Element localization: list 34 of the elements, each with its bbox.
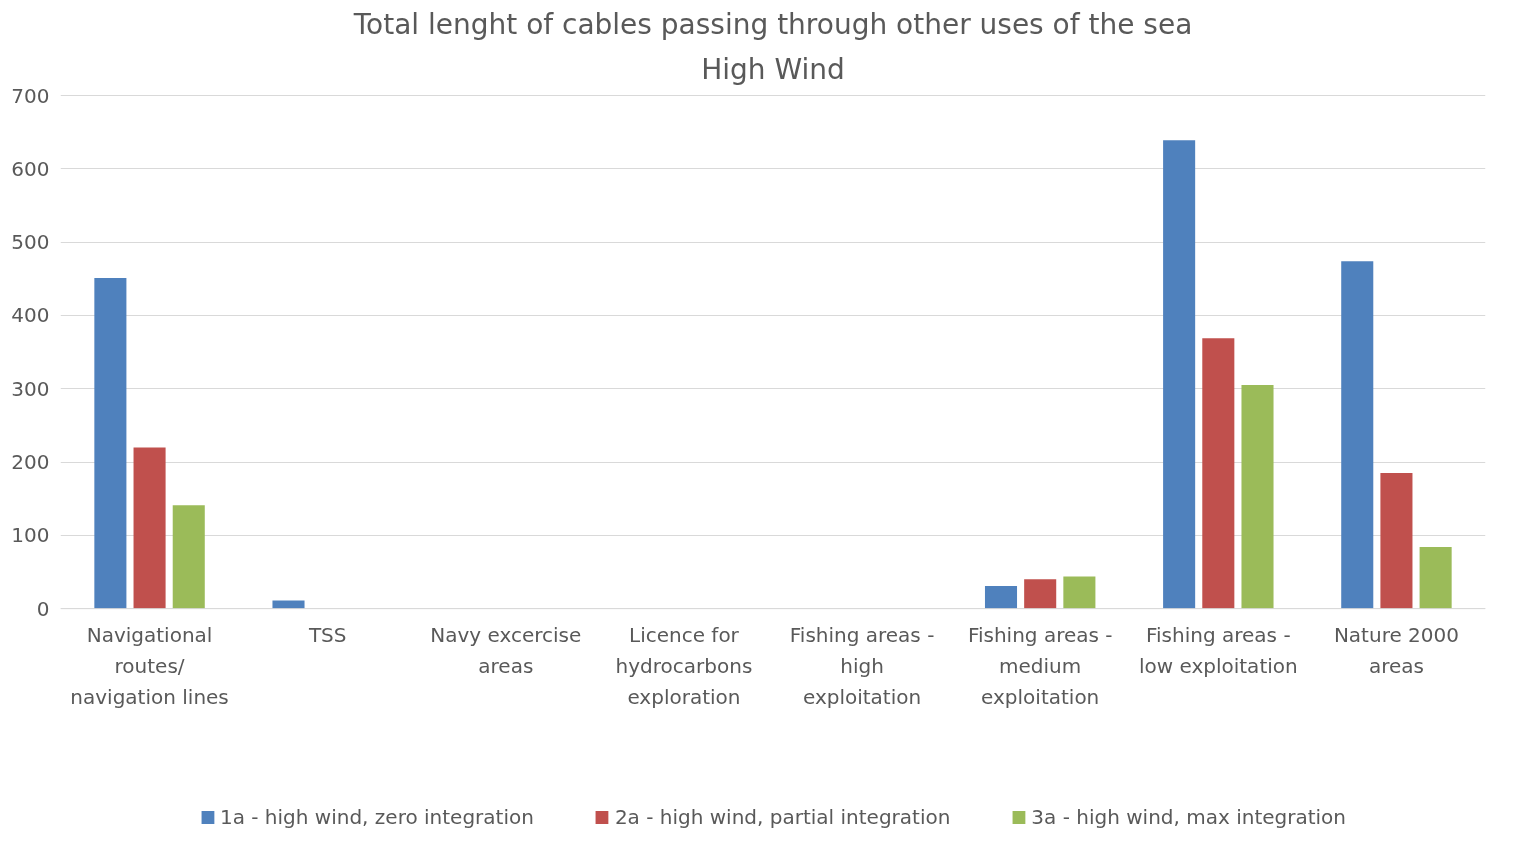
chart-subtitle: High Wind xyxy=(701,52,845,86)
bar xyxy=(1202,338,1235,609)
y-tick-label: 500 xyxy=(11,230,50,255)
bar xyxy=(1024,579,1057,609)
chart-title: Total lenght of cables passing through other uses of the sea xyxy=(352,7,1193,41)
x-tick-label: TSS xyxy=(307,622,347,647)
bar xyxy=(172,505,205,609)
y-tick-label: 400 xyxy=(11,303,50,328)
bar xyxy=(1163,140,1196,609)
x-tick-label: Fishing areas - high exploitation xyxy=(789,622,935,710)
x-tick-label: Nature 2000 areas xyxy=(1333,622,1459,678)
y-tick-label: 0 xyxy=(36,596,50,621)
x-tick-label: Fishing areas - medium exploitation xyxy=(967,622,1113,710)
x-tick-label: Licence for hydrocarbons exploration xyxy=(615,622,753,710)
y-tick-label: 200 xyxy=(11,450,50,475)
y-tick-label: 700 xyxy=(11,83,50,108)
bar xyxy=(94,278,127,609)
legend-label: 1a - high wind, zero integration xyxy=(219,805,534,829)
bar xyxy=(1063,576,1096,609)
bar xyxy=(1341,261,1374,609)
bar xyxy=(1380,473,1413,609)
x-tick-label: Fishing areas - low exploitation xyxy=(1138,622,1298,678)
bar xyxy=(1241,385,1274,609)
x-tick-label: Navigational routes/ navigation lines xyxy=(70,622,229,710)
legend-label: 2a - high wind, partial integration xyxy=(614,805,951,829)
bar xyxy=(133,447,166,609)
x-tick-label: Navy excercise areas xyxy=(430,622,582,678)
y-tick-label: 300 xyxy=(11,376,50,401)
y-tick-label: 600 xyxy=(11,156,50,181)
legend-label: 3a - high wind, max integration xyxy=(1031,805,1347,829)
bar xyxy=(1419,547,1452,609)
y-tick-label: 100 xyxy=(11,523,50,548)
bar xyxy=(984,585,1018,609)
bar xyxy=(272,600,305,609)
